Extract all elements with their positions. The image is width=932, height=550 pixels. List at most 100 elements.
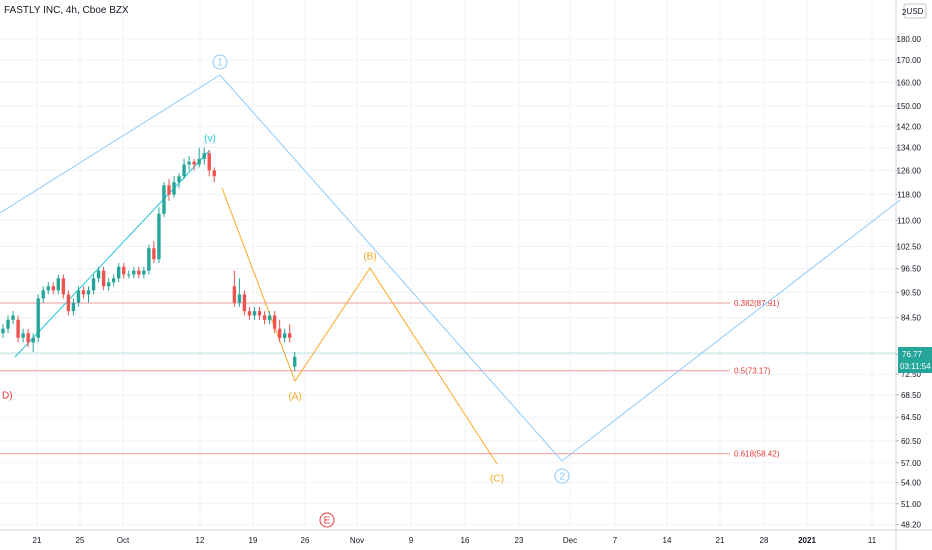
wave-label: D) — [2, 391, 13, 402]
candle-body — [46, 286, 50, 291]
candle-body — [288, 333, 292, 338]
candle-body — [96, 270, 101, 279]
minor-wave-line — [14, 149, 211, 358]
fib-label: 0.382(87.91) — [734, 299, 780, 308]
primary-wave-line — [0, 74, 901, 462]
price-tick-label: 170.00 — [897, 56, 922, 65]
last-price-value: 76.77 — [902, 350, 923, 359]
chart-title: FASTLY INC, 4h, Cboe BZX — [4, 5, 129, 16]
price-tick-label: 118.00 — [897, 191, 921, 200]
price-tick-label: 90.50 — [901, 288, 922, 297]
price-tick-label: 180.00 — [897, 35, 922, 44]
price-tick-label: 102.50 — [897, 242, 922, 251]
candle-body — [237, 294, 242, 303]
time-tick-label: 21 — [716, 536, 725, 545]
candle-body — [81, 290, 86, 295]
wave-label: (B) — [363, 252, 376, 263]
chart-grid — [0, 0, 896, 530]
candles — [1, 147, 297, 372]
candle-body — [21, 333, 25, 338]
candle-body — [61, 278, 66, 295]
wave-label: E — [324, 516, 331, 527]
top-axis-label: 2 — [902, 8, 907, 17]
time-axis: 21 25 Oct 12 19 26 Nov 9 16 23 Dec 7 14 21 28 2021 11 — [33, 536, 877, 545]
candle-body — [172, 182, 176, 195]
candle-body — [162, 185, 166, 214]
time-tick-label: Nov — [350, 536, 364, 545]
candle-body — [6, 319, 10, 329]
candle-body — [111, 278, 116, 283]
last-price-badge: 76.77 03:11:54 — [898, 347, 932, 374]
time-tick-label: 9 — [409, 536, 414, 545]
candle-body — [56, 278, 61, 291]
price-tick-label: 134.00 — [897, 144, 922, 153]
time-tick-label: 26 — [301, 536, 310, 545]
candle-body — [86, 290, 91, 295]
time-tick-label: 28 — [760, 536, 769, 545]
time-tick-label: 21 — [33, 536, 42, 545]
wave-label: 1 — [217, 58, 223, 69]
candle-body — [197, 158, 201, 165]
price-tick-label: 68.50 — [901, 391, 922, 400]
candle-body — [177, 176, 181, 183]
candle-body — [202, 153, 206, 159]
time-tick-label: 19 — [249, 536, 258, 545]
candle-body — [182, 164, 186, 177]
price-tick-label: 48.20 — [901, 521, 922, 530]
time-tick-label: 2021 — [798, 536, 816, 545]
candle-body — [277, 328, 282, 338]
candle-body — [31, 337, 35, 343]
candle-body — [152, 248, 156, 260]
wave-label: (C) — [490, 474, 504, 485]
candle-body — [116, 266, 121, 279]
price-tick-label: 64.50 — [901, 413, 922, 422]
candle-body — [282, 333, 287, 338]
candle-body — [122, 266, 126, 275]
price-tick-label: 54.00 — [901, 479, 922, 488]
candle-body — [167, 185, 171, 195]
candle-body — [207, 153, 211, 171]
price-tick-label: 126.00 — [897, 166, 922, 175]
time-tick-label: 12 — [196, 536, 205, 545]
candle-body — [192, 161, 196, 165]
candle-body — [101, 270, 106, 287]
price-tick-label: 84.50 — [901, 314, 922, 323]
fib-levels: 0.382(87.91) 0.5(73.17) 0.618(58.42) — [0, 299, 780, 459]
candle-body — [137, 270, 141, 275]
wave-label-circle — [319, 512, 335, 528]
time-tick-label: 14 — [663, 536, 672, 545]
candle-body — [132, 270, 136, 275]
price-tick-label: 72.50 — [901, 370, 922, 379]
candle-body — [232, 286, 237, 303]
price-tick-label: 110.00 — [897, 216, 921, 225]
abc-wave-line — [221, 187, 498, 465]
candle-body — [16, 319, 20, 338]
candle-body — [187, 161, 191, 165]
time-tick-label: Dec — [563, 536, 577, 545]
candle-body — [272, 315, 277, 329]
wave-label: (v) — [204, 134, 216, 145]
fib-label: 0.5(73.17) — [734, 367, 771, 376]
time-tick-label: 23 — [515, 536, 524, 545]
candle-body — [267, 315, 272, 320]
candle-body — [247, 311, 252, 316]
wave-label-circle — [212, 54, 228, 70]
wave-label: (A) — [288, 392, 301, 403]
candle-body — [262, 315, 267, 320]
time-tick-label: 11 — [868, 536, 877, 545]
price-tick-label: 142.00 — [897, 122, 922, 131]
fib-label: 0.618(58.42) — [734, 450, 780, 459]
candle-body — [1, 328, 5, 334]
currency-label: USD — [907, 7, 924, 16]
price-tick-label: 60.50 — [901, 437, 922, 446]
currency-badge[interactable]: USD — [903, 3, 927, 19]
candle-body — [51, 286, 55, 291]
candle-body — [76, 290, 81, 303]
candle-body — [142, 270, 146, 275]
wave-labels: 1 2 (v) (A) (B) (C) E D) — [2, 54, 570, 528]
candle-body — [293, 356, 297, 367]
price-tick-label: 51.00 — [901, 500, 922, 509]
candle-body — [66, 294, 71, 312]
candle-body — [26, 333, 30, 343]
